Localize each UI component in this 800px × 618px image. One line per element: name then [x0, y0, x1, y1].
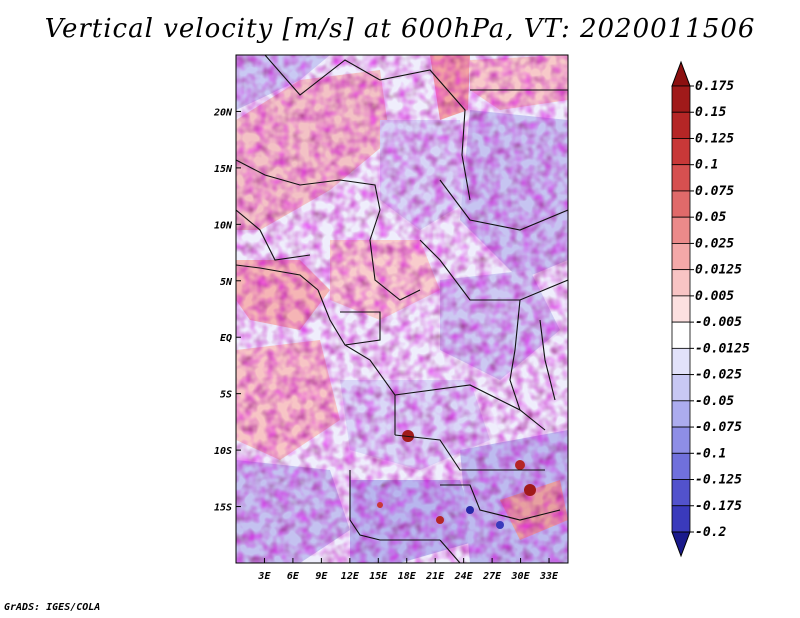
colorbar-label: -0.0125 — [695, 341, 750, 356]
longitude-axis: 3E 6E 9E 12E 15E 18E 21E 24E 27E 30E 33E — [257, 558, 559, 582]
colorbar-top-arrow — [671, 60, 691, 87]
lon-tick-label: 33E — [539, 571, 559, 582]
lon-tick-label: 3E — [257, 571, 271, 582]
colorbar-label: 0.05 — [695, 210, 726, 225]
colorbar-label: 0.15 — [695, 105, 726, 120]
colorbar-swatch — [671, 216, 691, 244]
colorbar-label: 0.175 — [695, 79, 734, 94]
map-title: Vertical velocity [m/s] at 600hPa, VT: 2… — [44, 14, 756, 44]
map-frame — [235, 54, 569, 564]
colorbar: 0.175 0.15 0.125 0.1 0.075 0.05 0.025 0.0125 0.0… — [671, 60, 750, 558]
lat-tick-label: 15N — [214, 164, 233, 175]
lon-tick-label: 12E — [341, 571, 360, 582]
lon-tick-label: 27E — [482, 571, 502, 582]
colorbar-swatch — [671, 111, 691, 139]
lat-tick-label: 5N — [220, 277, 233, 288]
lon-tick-label: 30E — [511, 571, 531, 582]
colorbar-swatch — [671, 452, 691, 480]
colorbar-swatch — [671, 426, 691, 454]
grads-credit: GrADS: IGES/COLA — [4, 602, 101, 613]
colorbar-bottom-arrow — [671, 531, 691, 558]
colorbar-label: -0.2 — [695, 525, 726, 540]
lat-tick-label: 15S — [214, 503, 232, 514]
colorbar-label: 0.025 — [695, 236, 734, 251]
lat-tick-label: 10N — [214, 220, 233, 231]
colorbar-label: 0.075 — [695, 184, 734, 199]
latitude-axis: 20N 15N 10N 5N EQ 5S 10S 15S — [213, 107, 241, 514]
lon-tick-label: 21E — [425, 571, 445, 582]
colorbar-swatch — [671, 505, 691, 533]
colorbar-label: 0.125 — [695, 131, 734, 146]
lat-tick-label: EQ — [220, 333, 232, 344]
lat-tick-label: 10S — [214, 446, 232, 457]
colorbar-label: 0.0125 — [695, 263, 742, 278]
velocity-field — [236, 55, 568, 563]
colorbar-swatch — [671, 400, 691, 428]
lat-tick-label: 20N — [213, 107, 233, 118]
colorbar-swatch — [671, 374, 691, 402]
colorbar-label: -0.075 — [695, 420, 742, 435]
colorbar-label: -0.05 — [695, 394, 734, 409]
colorbar-swatch — [671, 321, 691, 349]
colorbar-swatch — [671, 347, 691, 375]
colorbar-label: -0.005 — [695, 315, 742, 330]
colorbar-swatch — [671, 269, 691, 297]
colorbar-swatch — [671, 85, 691, 113]
colorbar-label: 0.005 — [695, 289, 734, 304]
lon-tick-label: 15E — [369, 571, 388, 582]
colorbar-label: -0.175 — [695, 499, 742, 514]
country-borders — [236, 55, 568, 563]
lon-tick-label: 6E — [287, 571, 300, 582]
lat-tick-label: 5S — [220, 390, 232, 401]
colorbar-label: -0.125 — [695, 473, 742, 488]
colorbar-swatch — [671, 295, 691, 323]
colorbar-label: -0.1 — [695, 446, 726, 461]
colorbar-swatch — [671, 164, 691, 192]
lon-tick-label: 9E — [315, 571, 328, 582]
colorbar-swatch — [671, 190, 691, 218]
colorbar-label: -0.025 — [695, 368, 742, 383]
colorbar-swatch — [671, 243, 691, 271]
colorbar-label: 0.1 — [695, 158, 718, 173]
lon-tick-label: 24E — [454, 571, 474, 582]
lon-tick-label: 18E — [398, 571, 417, 582]
colorbar-swatch — [671, 479, 691, 507]
colorbar-swatch — [671, 138, 691, 166]
